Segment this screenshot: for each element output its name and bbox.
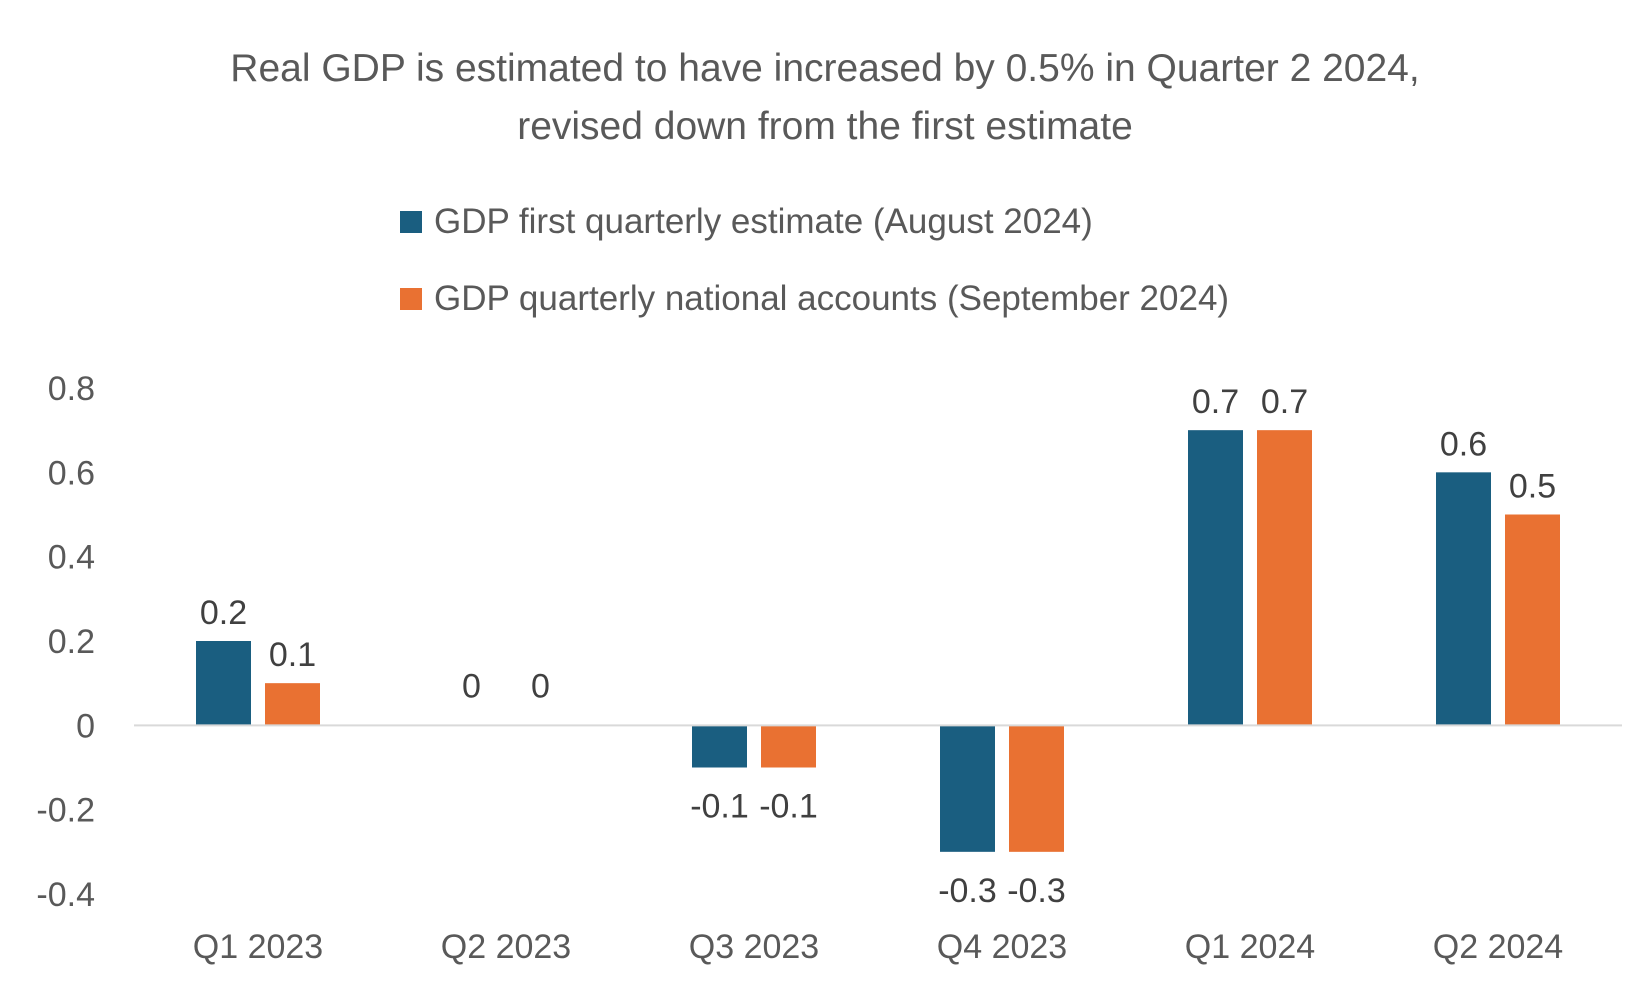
- chart-title-line-1: Real GDP is estimated to have increased …: [230, 47, 1420, 90]
- legend: GDP first quarterly estimate (August 202…: [400, 200, 1229, 354]
- data-label: 0: [531, 667, 550, 705]
- bar-national-accounts: [1505, 514, 1560, 726]
- x-tick-label: Q1 2023: [193, 928, 323, 966]
- x-tick-label: Q3 2023: [689, 928, 819, 966]
- bar-national-accounts: [1009, 725, 1064, 852]
- y-tick-label: 0.2: [48, 623, 95, 661]
- legend-item-first-estimate: GDP first quarterly estimate (August 202…: [400, 200, 1229, 244]
- x-tick-label: Q1 2024: [1185, 928, 1315, 966]
- data-label: 0.6: [1440, 425, 1487, 463]
- data-label: 0.7: [1261, 383, 1308, 421]
- x-axis-tick-labels: Q1 2023 Q2 2023 Q3 2023 Q4 2023 Q1 2024 Q2 20…: [193, 928, 1563, 966]
- data-label: 0.7: [1192, 383, 1239, 421]
- data-label: -0.3: [1007, 872, 1066, 910]
- y-tick-label: 0.4: [48, 539, 95, 577]
- bar-first-estimate: [692, 725, 747, 768]
- bars: [196, 430, 1560, 852]
- legend-label-first-estimate: GDP first quarterly estimate (August 202…: [434, 202, 1093, 241]
- x-tick-label: Q2 2023: [441, 928, 571, 966]
- data-label: 0.5: [1509, 468, 1556, 506]
- bar-first-estimate: [1188, 430, 1243, 726]
- y-tick-label: 0.6: [48, 454, 95, 492]
- bar-first-estimate: [940, 725, 995, 852]
- x-tick-label: Q2 2024: [1433, 928, 1563, 966]
- chart-title-line-2: revised down from the first estimate: [517, 105, 1133, 148]
- data-label: -0.1: [690, 788, 749, 826]
- bar-first-estimate: [1436, 472, 1491, 726]
- y-axis-tick-labels: 0.8 0.6 0.4 0.2 0 -0.2 -0.4: [36, 370, 95, 914]
- data-label: 0: [462, 667, 481, 705]
- y-tick-label: 0.8: [48, 370, 95, 408]
- bar-first-estimate: [196, 641, 251, 726]
- data-labels: 0.2 0.1 0 0 -0.1 -0.1 -0.3 -0.3 0.7 0.7 0.6 0.5: [200, 383, 1556, 910]
- data-label: 0.1: [269, 636, 316, 674]
- legend-label-national-accounts: GDP quarterly national accounts (Septemb…: [434, 279, 1230, 318]
- bar-national-accounts: [1257, 430, 1312, 726]
- legend-swatch-first-estimate: [400, 211, 422, 233]
- data-label: -0.1: [759, 788, 818, 826]
- data-label: 0.2: [200, 594, 247, 632]
- y-tick-label: -0.2: [36, 792, 95, 830]
- legend-item-national-accounts: GDP quarterly national accounts (Septemb…: [400, 277, 1229, 321]
- y-tick-label: 0: [76, 707, 95, 745]
- chart-title: Real GDP is estimated to have increased …: [0, 40, 1650, 156]
- y-tick-label: -0.4: [36, 876, 95, 914]
- x-tick-label: Q4 2023: [937, 928, 1067, 966]
- legend-swatch-national-accounts: [400, 288, 422, 310]
- bar-national-accounts: [265, 683, 320, 726]
- data-label: -0.3: [938, 872, 997, 910]
- bar-national-accounts: [761, 725, 816, 768]
